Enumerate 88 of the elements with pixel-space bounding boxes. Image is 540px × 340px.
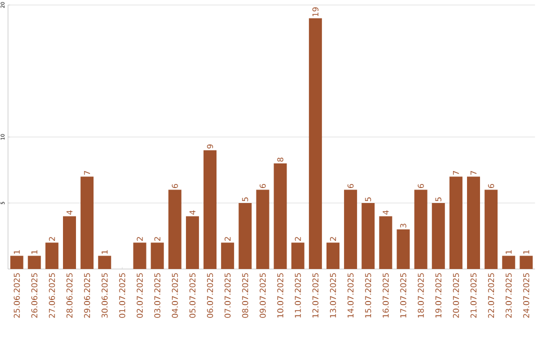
x-tick-label: 19.07.2025 bbox=[435, 273, 442, 318]
x-tick-label: 25.06.2025 bbox=[14, 273, 20, 318]
data-label: 5 bbox=[242, 197, 248, 202]
x-tick-label: 06.07.2025 bbox=[206, 273, 214, 318]
bar bbox=[308, 18, 322, 269]
data-label: 5 bbox=[365, 197, 372, 202]
bar bbox=[484, 190, 498, 269]
x-tick-label: 11.07.2025 bbox=[294, 273, 301, 318]
x-tick-label: 09.07.2025 bbox=[260, 273, 266, 318]
bar bbox=[432, 203, 445, 269]
data-label: 7 bbox=[470, 170, 476, 175]
data-label: 1 bbox=[506, 250, 512, 254]
data-label: 6 bbox=[418, 184, 424, 188]
data-label: 19 bbox=[312, 7, 318, 16]
x-tick-label: 18.07.2025 bbox=[418, 273, 424, 318]
data-label: 2 bbox=[224, 237, 231, 241]
data-label: 1 bbox=[31, 250, 38, 254]
data-label: 1 bbox=[102, 250, 108, 254]
bar bbox=[80, 176, 94, 269]
x-tick-label: 15.07.2025 bbox=[365, 273, 372, 318]
x-tick-label: 27.06.2025 bbox=[48, 273, 55, 318]
data-label: 1 bbox=[14, 250, 20, 254]
x-tick-label: 10.07.2025 bbox=[277, 273, 284, 318]
data-label: 6 bbox=[488, 184, 494, 188]
bar bbox=[10, 256, 24, 269]
bar bbox=[502, 256, 516, 269]
x-tick-label: 17.07.2025 bbox=[400, 273, 406, 318]
bar bbox=[186, 216, 199, 269]
bar bbox=[449, 176, 462, 269]
data-label: 7 bbox=[453, 170, 459, 175]
bar bbox=[256, 190, 270, 269]
bar bbox=[28, 256, 41, 269]
x-tick-label: 03.07.2025 bbox=[154, 273, 160, 318]
data-label: 2 bbox=[136, 237, 143, 241]
bar bbox=[396, 229, 410, 269]
bar bbox=[168, 190, 182, 269]
x-tick-label: 05.07.2025 bbox=[189, 273, 196, 318]
bar bbox=[62, 216, 76, 269]
x-tick-label: 01.07.2025 bbox=[119, 273, 126, 318]
data-label: 5 bbox=[435, 197, 442, 202]
x-tick-label: 28.06.2025 bbox=[66, 273, 73, 318]
data-label: 4 bbox=[66, 210, 72, 215]
x-tick-label: 22.07.2025 bbox=[488, 273, 494, 318]
data-label: 2 bbox=[294, 237, 301, 241]
bar bbox=[238, 203, 252, 269]
bar bbox=[344, 190, 358, 269]
x-tick-label: 08.07.2025 bbox=[242, 273, 248, 318]
x-tick-label: 21.07.2025 bbox=[470, 273, 477, 318]
bar bbox=[379, 216, 392, 269]
data-label: 6 bbox=[348, 184, 354, 188]
bar bbox=[45, 242, 58, 269]
data-label: 9 bbox=[206, 144, 214, 148]
bar bbox=[204, 150, 217, 269]
x-tick-label: 02.07.2025 bbox=[136, 273, 143, 318]
data-label: 1 bbox=[523, 250, 530, 254]
bar bbox=[520, 256, 533, 269]
bar bbox=[414, 190, 428, 269]
data-label: 6 bbox=[172, 184, 178, 188]
bar bbox=[274, 163, 287, 269]
x-tick-label: 20.07.2025 bbox=[452, 273, 459, 318]
x-tick-label: 26.06.2025 bbox=[31, 273, 38, 318]
bar bbox=[291, 242, 304, 269]
x-tick-label: 16.07.2025 bbox=[382, 273, 389, 318]
data-label: 2 bbox=[48, 237, 55, 241]
bar bbox=[133, 242, 146, 269]
bar bbox=[326, 242, 340, 269]
x-tick-label: 12.07.2025 bbox=[312, 273, 318, 318]
data-label: 4 bbox=[190, 210, 196, 215]
bar bbox=[221, 242, 234, 269]
data-label: 6 bbox=[260, 184, 266, 188]
bar bbox=[98, 256, 112, 269]
x-tick-label: 24.07.2025 bbox=[523, 273, 530, 318]
data-label: 2 bbox=[154, 237, 160, 241]
bar bbox=[150, 242, 164, 269]
x-tick-label: 29.06.2025 bbox=[84, 273, 90, 318]
x-tick-label: 13.07.2025 bbox=[330, 273, 336, 318]
bar bbox=[362, 203, 375, 269]
data-label: 7 bbox=[84, 170, 90, 175]
x-tick-label: 30.06.2025 bbox=[102, 273, 108, 318]
data-label: 2 bbox=[330, 237, 336, 241]
data-label: 3 bbox=[400, 224, 406, 228]
data-label: 8 bbox=[277, 158, 284, 162]
x-tick-label: 23.07.2025 bbox=[506, 273, 512, 318]
x-tick-label: 14.07.2025 bbox=[348, 273, 354, 318]
data-label: 4 bbox=[382, 210, 389, 215]
x-tick-label: 07.07.2025 bbox=[224, 273, 231, 318]
bar bbox=[467, 176, 480, 269]
x-tick-label: 04.07.2025 bbox=[172, 273, 178, 318]
